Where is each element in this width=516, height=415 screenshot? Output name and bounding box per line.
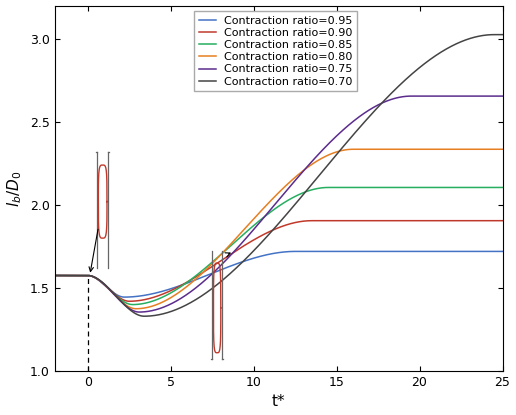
Contraction ratio=0.70: [52, 273, 58, 278]
Contraction ratio=0.75: [52, 273, 58, 278]
Y-axis label: $l_b/D_0$: $l_b/D_0$: [6, 170, 24, 207]
Contraction ratio=0.80: [243, 225, 249, 230]
Contraction ratio=0.75: [243, 236, 249, 241]
Contraction ratio=0.85: [223, 247, 230, 252]
Contraction ratio=0.85: [103, 283, 109, 288]
Contraction ratio=0.75: [443, 94, 449, 99]
Contraction ratio=0.95: [52, 273, 58, 278]
Contraction ratio=0.85: [52, 273, 58, 278]
Contraction ratio=0.80: [223, 246, 230, 251]
Contraction ratio=0.70: [103, 283, 109, 288]
Contraction ratio=0.85: [443, 185, 449, 190]
Contraction ratio=0.70: [141, 314, 147, 319]
Contraction ratio=0.90: [223, 254, 230, 259]
Contraction ratio=0.75: [491, 94, 497, 99]
Contraction ratio=0.90: [491, 218, 497, 223]
Contraction ratio=0.85: [243, 230, 249, 235]
Contraction ratio=0.95: [491, 249, 497, 254]
Line: Contraction ratio=0.95: Contraction ratio=0.95: [55, 251, 503, 297]
Contraction ratio=0.80: [443, 147, 449, 152]
Contraction ratio=0.95: [121, 295, 127, 300]
Contraction ratio=0.75: [136, 310, 142, 315]
Contraction ratio=0.90: [52, 273, 58, 278]
Contraction ratio=0.70: [243, 256, 249, 261]
Contraction ratio=0.70: [491, 32, 497, 37]
Contraction ratio=0.70: [443, 47, 449, 52]
Contraction ratio=0.90: [243, 242, 249, 247]
Contraction ratio=0.90: [443, 218, 449, 223]
Contraction ratio=0.90: [130, 299, 136, 304]
Contraction ratio=0.90: [309, 218, 315, 223]
Line: Contraction ratio=0.90: Contraction ratio=0.90: [55, 221, 503, 301]
Contraction ratio=0.70: [491, 32, 497, 37]
Contraction ratio=0.95: [243, 258, 249, 263]
Contraction ratio=0.95: [499, 249, 506, 254]
Contraction ratio=0.70: [223, 274, 230, 279]
Legend: Contraction ratio=0.95, Contraction ratio=0.90, Contraction ratio=0.85, Contract: Contraction ratio=0.95, Contraction rati…: [195, 11, 357, 91]
Contraction ratio=0.75: [499, 94, 506, 99]
Line: Contraction ratio=0.70: Contraction ratio=0.70: [55, 34, 503, 316]
Contraction ratio=0.75: [408, 94, 414, 99]
Contraction ratio=0.95: [292, 249, 298, 254]
X-axis label: t*: t*: [272, 394, 285, 410]
Contraction ratio=0.90: [499, 218, 506, 223]
Contraction ratio=0.80: [133, 306, 139, 311]
Contraction ratio=0.85: [130, 302, 136, 307]
Contraction ratio=0.75: [223, 257, 230, 262]
Line: Contraction ratio=0.75: Contraction ratio=0.75: [55, 96, 503, 312]
Contraction ratio=0.95: [130, 294, 136, 299]
Contraction ratio=0.80: [103, 283, 109, 288]
Contraction ratio=0.90: [103, 283, 109, 288]
Contraction ratio=0.80: [350, 147, 357, 152]
Contraction ratio=0.85: [129, 302, 135, 307]
Contraction ratio=0.95: [223, 265, 230, 270]
Line: Contraction ratio=0.80: Contraction ratio=0.80: [55, 149, 503, 309]
Contraction ratio=0.85: [499, 185, 506, 190]
Contraction ratio=0.80: [499, 147, 506, 152]
Contraction ratio=0.80: [491, 147, 497, 152]
Contraction ratio=0.85: [491, 185, 497, 190]
Contraction ratio=0.90: [126, 299, 132, 304]
Contraction ratio=0.80: [52, 273, 58, 278]
Line: Contraction ratio=0.85: Contraction ratio=0.85: [55, 188, 503, 305]
Contraction ratio=0.80: [129, 306, 135, 311]
Contraction ratio=0.95: [443, 249, 449, 254]
Contraction ratio=0.95: [103, 283, 109, 288]
Contraction ratio=0.75: [103, 283, 109, 288]
Contraction ratio=0.85: [325, 185, 331, 190]
Contraction ratio=0.70: [129, 309, 135, 314]
Contraction ratio=0.75: [129, 308, 135, 313]
Contraction ratio=0.70: [499, 32, 506, 37]
